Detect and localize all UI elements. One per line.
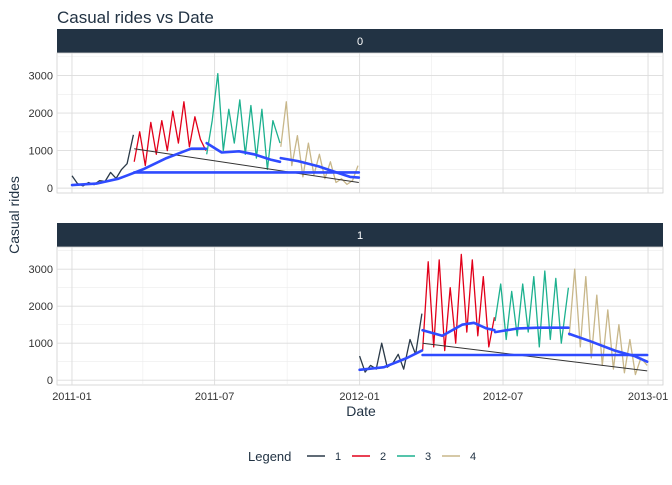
series-line-3 <box>494 270 570 348</box>
facet-strip <box>57 29 663 53</box>
facet-panel-0: 0 0 1000 2000 3000 <box>29 29 664 195</box>
x-tick-label: 2012-07 <box>483 391 523 403</box>
legend-label-2: 2 <box>380 451 386 463</box>
y-axis-label: Casual rides <box>6 176 22 254</box>
x-axis-label: Date <box>346 403 376 419</box>
y-tick-label: 3000 <box>29 264 53 276</box>
facet-panel-1: 1 0 1000 2000 3000 <box>29 223 664 387</box>
legend-label-1: 1 <box>335 451 341 463</box>
series-line-4 <box>280 101 359 186</box>
x-tick-label: 2011-01 <box>52 391 92 403</box>
legend: Legend 1 2 3 4 <box>248 449 476 464</box>
legend-label-4: 4 <box>470 451 476 463</box>
legend-title: Legend <box>248 449 291 464</box>
y-tick-label: 3000 <box>29 71 53 83</box>
facet-strip-label: 1 <box>357 230 363 242</box>
series-line-1 <box>71 134 135 187</box>
series-line-2 <box>133 101 207 167</box>
y-tick-label: 1000 <box>29 338 53 350</box>
smooth-line <box>205 141 282 164</box>
series-line-3 <box>206 72 281 171</box>
smooth-line <box>279 156 361 179</box>
y-tick-label: 2000 <box>29 301 53 313</box>
facet-strip-label: 0 <box>357 36 363 48</box>
x-tick-label: 2012-01 <box>339 391 379 403</box>
y-tick-label: 0 <box>47 375 53 387</box>
y-tick-label: 2000 <box>29 108 53 120</box>
x-tick-label: 2011-07 <box>195 391 235 403</box>
y-tick-label: 0 <box>47 183 53 195</box>
trend-line <box>134 148 359 183</box>
facet-panels: 0 0 1000 2000 3000 1 0 1000 2000 3000 2011-01 2011-… <box>29 29 668 403</box>
facet-strip <box>57 223 663 247</box>
smooth-line <box>567 332 649 363</box>
smooth-line <box>358 349 424 372</box>
y-tick-label: 1000 <box>29 146 53 158</box>
smooth-line <box>421 321 496 338</box>
legend-label-3: 3 <box>425 451 431 463</box>
chart-title: Casual rides vs Date <box>57 8 214 27</box>
trend-line <box>422 342 648 372</box>
series-line-4 <box>568 268 648 376</box>
smooth-line <box>70 147 208 187</box>
smooth-line <box>493 326 570 334</box>
x-tick-label: 2013-01 <box>628 391 668 403</box>
